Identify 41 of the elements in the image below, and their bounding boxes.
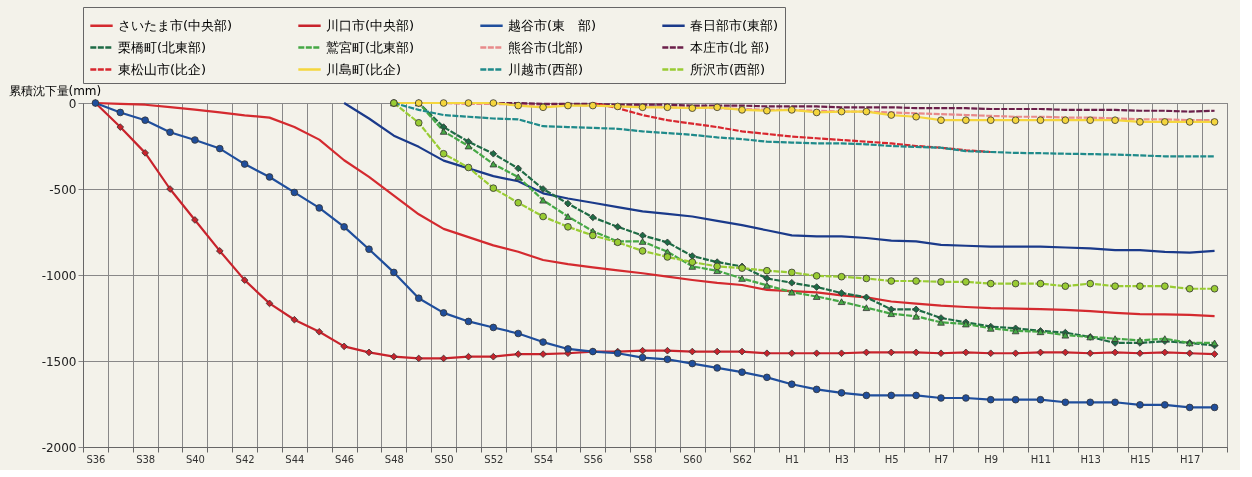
y-tick-label: 0 (68, 96, 77, 111)
x-tick-label: S38 (136, 453, 156, 465)
x-tick-label: H11 (1030, 453, 1052, 465)
x-tick-label: H15 (1130, 453, 1151, 465)
x-tick-label: S58 (633, 453, 653, 465)
x-tick-label: H9 (984, 453, 999, 465)
x-tick-label: H1 (785, 453, 800, 465)
x-tick-label: H3 (835, 453, 849, 465)
x-tick-label: H13 (1080, 453, 1101, 465)
y-axis-title: 累積沈下量(mm) (8, 83, 102, 98)
legend-label: 所沢市(西部) (690, 61, 766, 77)
legend-label: 川越市(西部) (508, 61, 584, 77)
x-tick-label: S36 (86, 453, 106, 465)
legend-label: 本庄市(北 部) (690, 39, 770, 55)
legend-label: 川口市(中央部) (326, 17, 415, 33)
y-tick-label: -2000 (41, 440, 77, 455)
x-tick-label: H7 (934, 453, 949, 465)
x-tick-label: S60 (683, 453, 703, 465)
x-tick-label: S62 (733, 453, 753, 465)
x-tick-label: S48 (384, 453, 404, 465)
legend-label: 川島町(比企) (326, 61, 402, 77)
y-tick-label: -1000 (41, 268, 77, 283)
x-tick-label: H17 (1180, 453, 1201, 465)
legend-label: さいたま市(中央部) (118, 17, 233, 33)
y-tick-label: -1500 (41, 354, 77, 369)
x-tick-label: S52 (484, 453, 504, 465)
x-tick-label: S42 (235, 453, 255, 465)
y-tick-label: -500 (49, 182, 77, 197)
x-tick-label: S50 (434, 453, 454, 465)
legend-label: 越谷市(東 部) (508, 17, 597, 33)
legend-label: 熊谷市(北部) (508, 39, 584, 55)
legend-label: 春日部市(東部) (690, 17, 779, 33)
legend-label: 栗橋町(北東部) (118, 39, 207, 55)
x-tick-label: S54 (534, 453, 554, 465)
legend-label: 東松山市(比企) (118, 61, 207, 77)
x-tick-label: S40 (185, 453, 205, 465)
x-tick-label: H5 (884, 453, 899, 465)
legend-label: 鷲宮町(北東部) (326, 39, 415, 55)
x-tick-label: S46 (335, 453, 355, 465)
x-tick-label: S56 (583, 453, 603, 465)
x-tick-label: S44 (285, 453, 305, 465)
